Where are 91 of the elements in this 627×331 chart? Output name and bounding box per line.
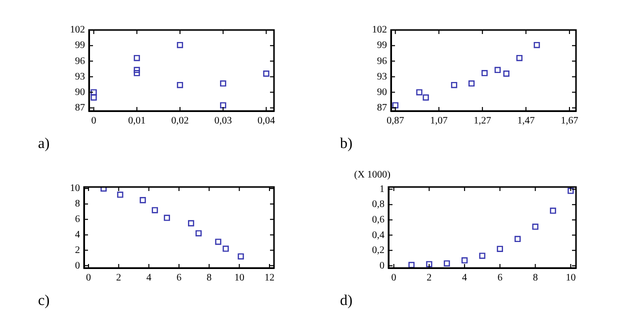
point <box>134 70 140 76</box>
text: a) <box>38 136 50 153</box>
point <box>416 89 422 96</box>
x-tick-label: 1,67 <box>560 116 578 127</box>
x-tick-label: 4 <box>146 272 152 284</box>
point <box>461 257 468 264</box>
y-tick-label: 0 <box>75 260 80 272</box>
x-tick-label: 8 <box>532 272 538 284</box>
y-tick-label: 0,6 <box>372 214 384 226</box>
y-tick-label: 1 <box>380 184 384 195</box>
point <box>220 102 226 108</box>
y-tick-label: 99 <box>377 40 387 52</box>
x-tick-label: 0,04 <box>257 116 275 127</box>
text: b) <box>340 136 352 153</box>
y-tick-label: 0,8 <box>372 199 384 210</box>
point <box>134 66 140 74</box>
point <box>90 94 97 101</box>
point <box>550 208 556 214</box>
point <box>408 262 415 268</box>
point <box>196 230 202 236</box>
point <box>451 82 458 88</box>
x-tick-label: 0,01 <box>128 116 146 127</box>
x-tick-label: 2 <box>116 272 122 284</box>
x-tick-label: 0,03 <box>214 116 232 127</box>
y-tick-label: 0,2 <box>372 245 384 256</box>
y-tick-label: 87 <box>75 102 85 114</box>
y-tick-label: 90 <box>377 86 387 98</box>
y-tick-label: 6 <box>75 214 80 226</box>
point <box>422 94 429 101</box>
point <box>100 187 107 192</box>
point <box>134 54 140 62</box>
point <box>496 246 504 252</box>
point <box>444 260 450 266</box>
point <box>479 252 486 259</box>
point <box>90 89 97 96</box>
y-tick-label: 90 <box>75 86 85 98</box>
x-tick-label: 1,07 <box>430 116 448 127</box>
point <box>426 261 432 268</box>
point <box>532 224 538 230</box>
point <box>514 236 521 242</box>
x-tick-label: 0 <box>91 116 96 127</box>
y-tick-label: 96 <box>75 56 85 67</box>
y-tick-label: 96 <box>377 56 387 67</box>
point <box>152 207 158 214</box>
point <box>220 80 226 87</box>
point <box>263 70 270 77</box>
x-tick-label: 10 <box>566 272 576 284</box>
y-tick-label: 2 <box>75 244 80 256</box>
x-tick-label: 0,02 <box>171 116 189 127</box>
point <box>392 102 398 108</box>
point <box>468 80 475 87</box>
y-tick-label: 93 <box>377 71 387 82</box>
point <box>176 42 184 48</box>
y-tick-label: 8 <box>75 198 80 210</box>
y-tick-label: 0 <box>380 260 384 272</box>
x-tick-label: 6 <box>497 272 502 284</box>
x-tick-label: 0,87 <box>386 116 404 127</box>
point <box>238 253 244 260</box>
x-tick-label: 12 <box>264 272 274 284</box>
point <box>215 238 222 245</box>
y-tick-label: 4 <box>75 229 80 240</box>
point <box>534 42 540 48</box>
point <box>188 220 194 226</box>
y-tick-label: 102 <box>70 24 85 36</box>
y-tick-label: 0,4 <box>372 230 384 241</box>
point <box>222 246 229 252</box>
y-tick-label: 10 <box>70 183 80 194</box>
x-tick-label: 1,47 <box>517 116 535 127</box>
x-tick-label: 4 <box>462 272 468 284</box>
point <box>494 66 501 74</box>
y-tick-label: 87 <box>377 102 387 114</box>
point <box>482 70 488 76</box>
x-tick-label: 8 <box>206 272 212 284</box>
point <box>164 214 170 221</box>
x-tick-label: 10 <box>234 272 244 284</box>
point <box>117 192 124 198</box>
x-tick-label: 2 <box>426 272 432 284</box>
y-tick-label: 93 <box>75 71 85 82</box>
point <box>140 197 146 204</box>
y-tick-label: 99 <box>75 40 85 52</box>
point <box>516 54 522 62</box>
x-tick-label: 6 <box>176 272 182 284</box>
point <box>503 70 510 77</box>
point <box>176 82 184 88</box>
y-axis-title: (X 1000) <box>354 170 390 181</box>
point <box>568 188 574 194</box>
y-tick-label: 102 <box>372 24 387 36</box>
text: c) <box>38 293 50 310</box>
x-tick-label: 0 <box>391 272 396 284</box>
x-tick-label: 1,27 <box>474 116 492 127</box>
text: d) <box>340 293 352 310</box>
